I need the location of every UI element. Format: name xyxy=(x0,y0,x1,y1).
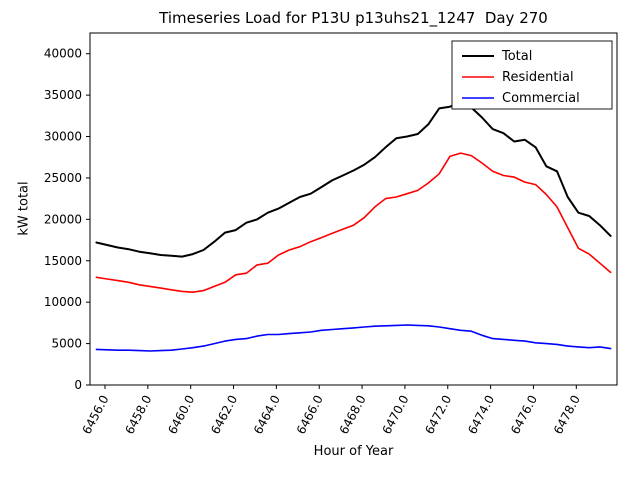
x-tick-label: 6460.0 xyxy=(165,393,197,437)
x-tick-label: 6462.0 xyxy=(208,393,240,437)
x-tick-label: 6472.0 xyxy=(422,393,454,437)
y-tick-label: 0 xyxy=(74,378,82,392)
y-tick-label: 15000 xyxy=(44,254,82,268)
x-tick-label: 6458.0 xyxy=(122,393,154,437)
legend-label-total: Total xyxy=(501,49,532,64)
x-tick-label: 6468.0 xyxy=(337,393,369,437)
chart-title: Timeseries Load for P13U p13uhs21_1247 D… xyxy=(159,9,548,27)
series-line-total xyxy=(95,101,612,258)
x-tick-label: 6476.0 xyxy=(508,393,540,437)
y-tick-label: 30000 xyxy=(44,130,82,144)
y-tick-label: 10000 xyxy=(44,295,82,309)
x-axis-label: Hour of Year xyxy=(313,444,394,459)
axes-frame xyxy=(89,32,618,386)
legend-label-residential: Residential xyxy=(502,70,574,85)
legend-label-commercial: Commercial xyxy=(502,91,580,106)
x-tick-label: 6466.0 xyxy=(294,393,326,437)
y-tick-label: 5000 xyxy=(51,337,82,351)
series-line-commercial xyxy=(95,324,612,352)
y-tick-label: 40000 xyxy=(44,47,82,61)
y-tick-label: 25000 xyxy=(44,171,82,185)
y-tick-label: 20000 xyxy=(44,212,82,226)
x-tick-label: 6470.0 xyxy=(379,393,411,437)
x-tick-label: 6474.0 xyxy=(465,393,497,437)
x-tick-label: 6456.0 xyxy=(80,393,112,437)
y-tick-label: 35000 xyxy=(44,88,82,102)
series-line-residential xyxy=(95,152,612,294)
x-tick-label: 6464.0 xyxy=(251,393,283,437)
x-tick-label: 6478.0 xyxy=(551,393,583,437)
